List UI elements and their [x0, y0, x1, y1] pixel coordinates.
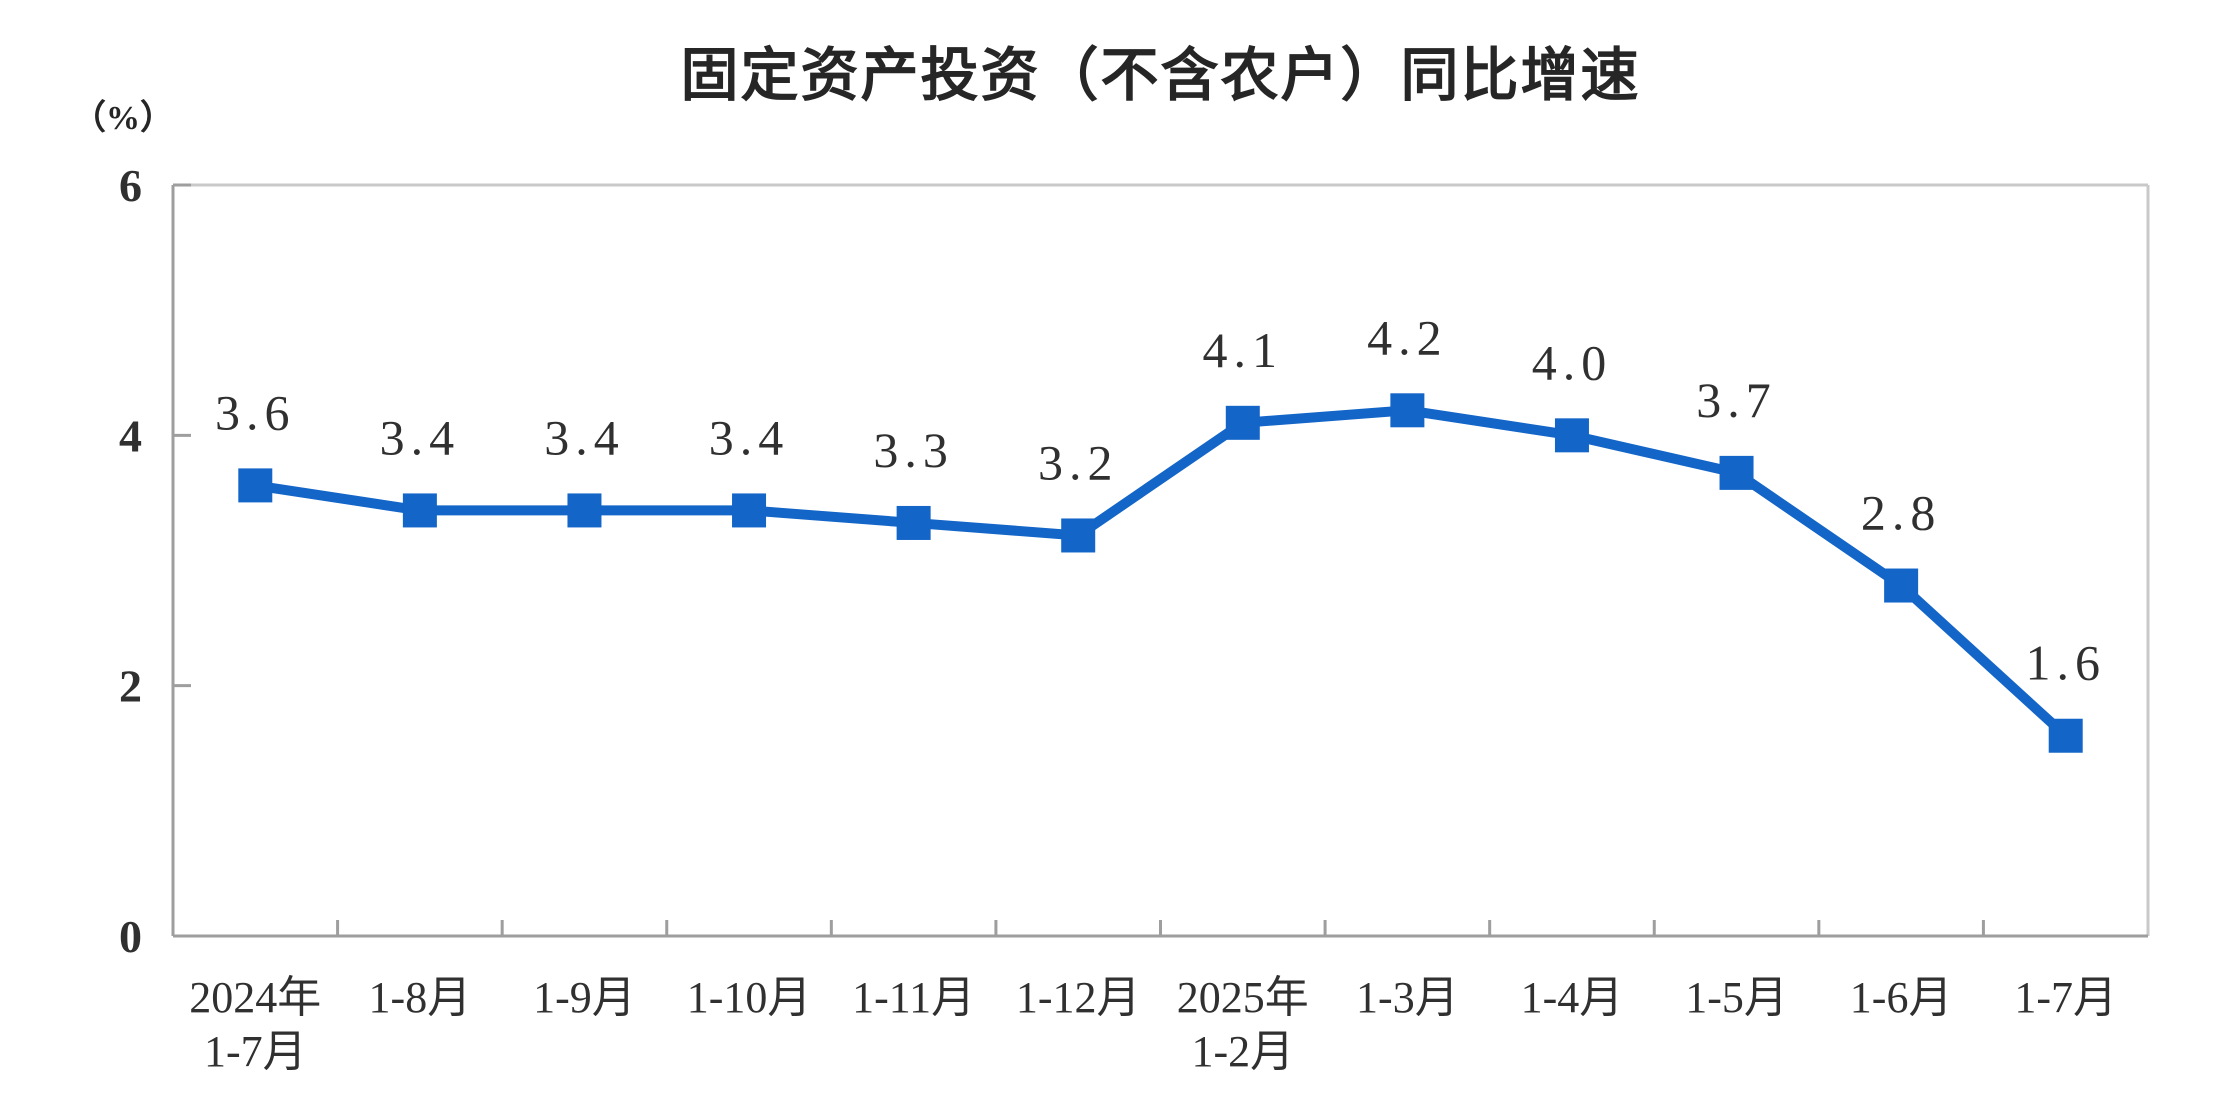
data-point-marker [1554, 418, 1589, 453]
data-point-marker [896, 505, 931, 540]
data-point-marker [238, 468, 273, 503]
data-point-label: 3.7 [1696, 372, 1777, 428]
data-line [250, 405, 2071, 741]
data-point-marker [1884, 568, 1919, 603]
y-tick-label: 6 [119, 160, 142, 211]
y-tick-label: 0 [119, 911, 142, 962]
y-axis-unit-label: （%） [72, 100, 174, 137]
x-tick-label: 2024年 [189, 973, 321, 1022]
x-tick-label: 1-4月 [1521, 973, 1624, 1022]
data-point-marker [732, 493, 767, 528]
data-point-label: 2.8 [1861, 485, 1942, 541]
x-tick-label: 2025年 [1177, 973, 1309, 1022]
x-tick-label: 1-5月 [1685, 973, 1788, 1022]
x-tick-label: 1-10月 [687, 973, 812, 1022]
x-tick-label: 1-12月 [1016, 973, 1141, 1022]
data-point-marker [2048, 718, 2083, 753]
data-point-label: 3.4 [544, 409, 625, 465]
data-point-marker [1390, 393, 1425, 428]
data-point-label: 3.4 [380, 409, 461, 465]
data-point-marker [1061, 518, 1096, 553]
data-point-label: 1.6 [2025, 635, 2106, 691]
y-tick-label: 2 [119, 661, 142, 712]
x-tick-label: 1-9月 [533, 973, 636, 1022]
x-tick-label: 1-3月 [1356, 973, 1459, 1022]
data-point-label: 4.0 [1532, 334, 1613, 390]
data-point-marker [1225, 405, 1260, 440]
chart-title: 固定资产投资（不含农户）同比增速 [680, 43, 1641, 108]
data-point-marker [567, 493, 602, 528]
y-tick-label: 4 [119, 410, 142, 461]
data-point-marker [1719, 455, 1754, 490]
data-point-label: 4.1 [1203, 322, 1284, 378]
data-point-label: 3.3 [873, 422, 954, 478]
x-tick-label: 1-8月 [369, 973, 472, 1022]
x-tick-label: 1-6月 [1850, 973, 1953, 1022]
data-point-label: 3.2 [1038, 434, 1119, 490]
x-tick-label: 1-11月 [852, 973, 975, 1022]
data-point-marker [402, 493, 437, 528]
data-point-label: 3.6 [215, 384, 296, 440]
x-tick-label: 1-7月 [2014, 973, 2117, 1022]
data-point-label: 4.2 [1367, 309, 1448, 365]
x-tick-label: 1-7月 [204, 1027, 307, 1076]
x-tick-label: 1-2月 [1191, 1027, 1294, 1076]
data-point-label: 3.4 [709, 409, 790, 465]
